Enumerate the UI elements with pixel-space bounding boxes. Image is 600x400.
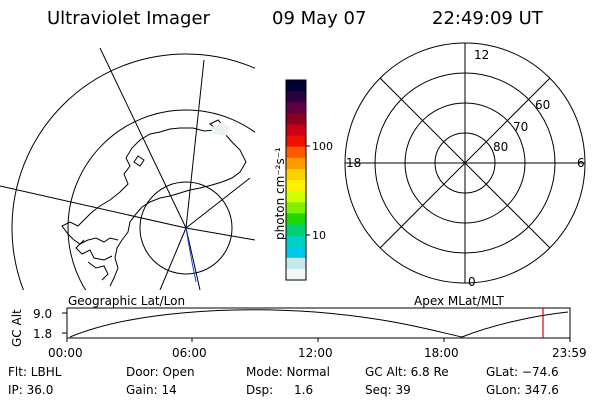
coastline [109,127,247,287]
colorbar-cell [286,146,306,159]
geographic-map [0,47,255,290]
colorbar-cell [286,135,306,148]
meridian-line [185,177,251,229]
colorbar-frame [285,79,307,281]
mlt-label-dusk: 18 [346,156,362,170]
x-tick-label: 23:59 [552,346,587,360]
colorbar-cell [286,180,306,192]
x-tick-label: 12:00 [298,346,333,360]
colorbar-cell [286,202,306,214]
filter-status: Flt: LBHL [8,365,62,379]
lat-circle-inner [139,181,233,275]
y-tick-label: 9.0 [33,307,53,321]
mlt-label-midnight: 0 [468,275,476,289]
uv-emission-patch [210,122,230,136]
colorbar-cell [286,80,306,92]
x-tick-label: 00:00 [48,346,83,360]
ip-status: IP: 36.0 [8,383,54,397]
colorbar-cell [286,102,306,114]
mlat-label-80: 80 [493,140,509,154]
colorbar [285,79,310,281]
polar-grid [344,42,586,284]
colorbar-cell [286,257,306,270]
lat-circle-mid [67,109,255,290]
x-tick-label: 18:00 [424,346,459,360]
coastline [133,155,145,167]
mlt-label-dawn: 6 [577,156,585,170]
coastline [75,239,113,261]
colorbar-cell [286,113,306,126]
colorbar-cell [286,191,306,203]
mlat-label-70: 70 [513,120,529,134]
glat-status: GLat: −74.6 [486,365,559,379]
footprint-trace [185,227,197,283]
meridian-line [185,227,201,290]
mlat-label-60: 60 [535,98,551,112]
colorbar-cell [286,168,306,181]
meridian-line [159,227,187,290]
coastline [61,211,119,245]
altitude-curve [69,309,569,338]
colorbar-cell [286,213,306,226]
meridian-line [0,185,187,229]
meridian-line [185,59,205,229]
colorbar-cell [286,246,306,259]
altitude-plot [62,307,571,342]
gc-alt-status: GC Alt: 6.8 Re [365,365,449,379]
left-map-label: Geographic Lat/Lon [68,294,186,308]
colorbar-cell [286,91,306,103]
dsp-label: Dsp: [246,383,274,397]
right-map-label: Apex MLat/MLT [414,294,504,308]
altitude-axis-label: GC Alt [10,309,24,347]
colorbar-cell [286,124,306,137]
seq-status: Seq: 39 [365,383,411,397]
colorbar-cell [286,235,306,248]
colorbar-cell [286,268,306,281]
mode-status: Mode: Normal [246,365,330,379]
colorbar-tick-label: 100 [312,140,333,153]
colorbar-tick-label: 10 [312,229,326,242]
dsp-value: 1.6 [294,383,314,397]
x-tick-label: 06:00 [172,346,207,360]
coastline [91,139,141,213]
door-status: Door: Open [126,365,195,379]
colorbar-cell [286,224,306,237]
colorbar-unit-label: photon cm⁻²s⁻¹ [273,147,287,240]
mlt-label-noon: 12 [474,48,490,62]
gain-status: Gain: 14 [126,383,177,397]
time-text: 22:49:09 UT [432,8,543,29]
mlt-line-diagonal [379,77,551,249]
lat-circle-outer [11,53,255,290]
coastline [87,261,109,281]
date-text: 09 May 07 [272,8,367,29]
colorbar-cell [286,157,306,170]
glon-status: GLon: 347.6 [486,383,559,397]
y-tick-label: 1.8 [33,327,53,341]
instrument-title: Ultraviolet Imager [47,8,210,29]
meridian-line [185,227,255,241]
